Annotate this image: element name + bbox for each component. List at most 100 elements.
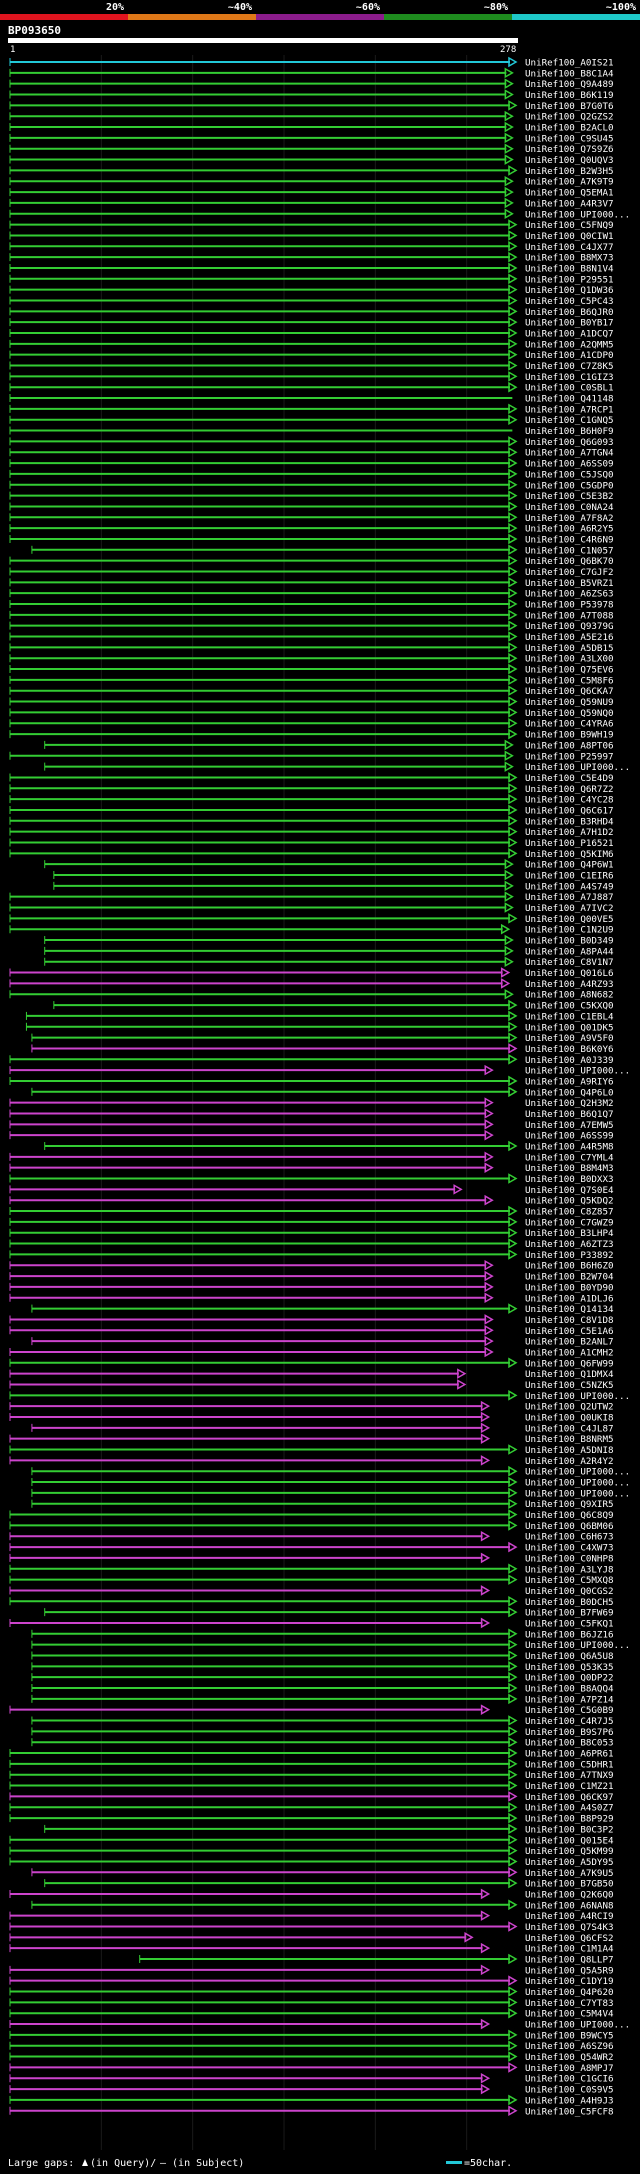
hit-id[interactable]: UniRef100_C0NHP8: [525, 1553, 614, 1564]
hit-id[interactable]: UniRef100_Q6G093: [525, 437, 614, 448]
alignment-row[interactable]: UniRef100_Q6BM06: [9, 1520, 614, 1532]
alignment-row[interactable]: UniRef100_Q6C617: [9, 804, 614, 816]
alignment-row[interactable]: UniRef100_A7K9T9: [9, 175, 614, 188]
hit-id[interactable]: UniRef100_Q0UKI8: [525, 1413, 614, 1424]
alignment-row[interactable]: UniRef100_B9WH19: [9, 728, 614, 741]
alignment-row[interactable]: UniRef100_C5M8F6: [9, 674, 614, 686]
hit-id[interactable]: UniRef100_A1CDP0: [525, 350, 614, 361]
alignment-row[interactable]: UniRef100_B9S7P6: [31, 1726, 614, 1738]
hit-id[interactable]: UniRef100_Q015E4: [525, 1835, 614, 1846]
hit-id[interactable]: UniRef100_A4R3V7: [525, 198, 614, 209]
hit-id[interactable]: UniRef100_B0YB17: [525, 318, 614, 329]
hit-id[interactable]: UniRef100_B6Q1Q7: [525, 1109, 614, 1120]
alignment-row[interactable]: UniRef100_A4RCI9: [9, 1910, 614, 1922]
alignment-row[interactable]: UniRef100_C1M1A4: [9, 1942, 614, 1955]
hit-id[interactable]: UniRef100_P53978: [525, 600, 614, 611]
hit-id[interactable]: UniRef100_Q2UTW2: [525, 1402, 614, 1413]
alignment-row[interactable]: UniRef100_A6PR61: [9, 1747, 614, 1760]
alignment-row[interactable]: UniRef100_B6Q1Q7: [9, 1108, 614, 1120]
hit-id[interactable]: UniRef100_Q59NU9: [525, 697, 614, 708]
alignment-row[interactable]: UniRef100_A7K9U5: [31, 1866, 614, 1879]
alignment-row[interactable]: UniRef100_Q5KIM6: [9, 848, 614, 860]
hit-id[interactable]: UniRef100_C7Z8K5: [525, 361, 614, 372]
hit-id[interactable]: UniRef100_B2ACL0: [525, 123, 614, 134]
alignment-row[interactable]: UniRef100_B5VRZ1: [9, 577, 614, 589]
alignment-row[interactable]: UniRef100_A7TGN4: [9, 446, 614, 459]
alignment-row[interactable]: UniRef100_A4S0Z7: [9, 1801, 614, 1814]
hit-id[interactable]: UniRef100_Q5EMA1: [525, 188, 614, 199]
alignment-row[interactable]: UniRef100_Q4P6L0: [31, 1086, 614, 1098]
alignment-row[interactable]: UniRef100_UPI000...: [31, 1476, 630, 1489]
alignment-row[interactable]: UniRef100_A1CDP0: [9, 349, 614, 361]
alignment-row[interactable]: UniRef100_B8NRM5: [9, 1433, 614, 1445]
alignment-row[interactable]: UniRef100_Q7S9Z6: [9, 143, 614, 155]
alignment-row[interactable]: UniRef100_Q5A5R9: [9, 1964, 614, 1976]
alignment-row[interactable]: UniRef100_A5DB15: [9, 642, 614, 654]
hit-id[interactable]: UniRef100_C5G0B9: [525, 1705, 614, 1716]
alignment-row[interactable]: UniRef100_B8M4M3: [9, 1162, 614, 1174]
hit-id[interactable]: UniRef100_A8PA44: [525, 946, 614, 957]
hit-id[interactable]: UniRef100_A6R2Y5: [525, 524, 614, 535]
alignment-row[interactable]: UniRef100_A4S749: [53, 880, 614, 892]
alignment-row[interactable]: UniRef100_Q54WR2: [9, 2051, 614, 2063]
hit-id[interactable]: UniRef100_Q01DK5: [525, 1022, 614, 1033]
hit-id[interactable]: UniRef100_Q6A5U8: [525, 1651, 614, 1662]
alignment-row[interactable]: UniRef100_C8V1N7: [44, 956, 614, 968]
alignment-row[interactable]: UniRef100_P29551: [9, 273, 614, 285]
alignment-row[interactable]: UniRef100_B6QJR0: [9, 306, 614, 318]
hit-id[interactable]: UniRef100_C4JL87: [525, 1423, 614, 1434]
hit-id[interactable]: UniRef100_A4RCI9: [525, 1911, 614, 1922]
hit-id[interactable]: UniRef100_A7J887: [525, 892, 614, 903]
hit-id[interactable]: UniRef100_A1DCQ7: [525, 329, 614, 340]
alignment-row[interactable]: UniRef100_A6R2Y5: [9, 522, 614, 535]
hit-id[interactable]: UniRef100_B8AQQ4: [525, 1684, 614, 1695]
hit-id[interactable]: UniRef100_C5M8F6: [525, 675, 614, 686]
alignment-row[interactable]: UniRef100_Q8LLP7: [139, 1953, 614, 1966]
alignment-row[interactable]: UniRef100_Q6G093: [9, 436, 614, 448]
alignment-row[interactable]: UniRef100_A8MPJ7: [9, 2062, 614, 2074]
hit-id[interactable]: UniRef100_A6ZS63: [525, 589, 614, 600]
hit-id[interactable]: UniRef100_C5E4D9: [525, 773, 614, 784]
alignment-row[interactable]: UniRef100_C4YC28: [9, 793, 614, 806]
alignment-row[interactable]: UniRef100_A7TNX9: [9, 1769, 614, 1781]
hit-id[interactable]: UniRef100_B0C3P2: [525, 1824, 614, 1835]
hit-id[interactable]: UniRef100_A5DY95: [525, 1857, 614, 1868]
alignment-row[interactable]: UniRef100_A6SZ96: [9, 2040, 614, 2052]
hit-id[interactable]: UniRef100_A9RIY6: [525, 1076, 614, 1087]
alignment-row[interactable]: UniRef100_B8N1V4: [9, 262, 614, 274]
hit-id[interactable]: UniRef100_B6JZ16: [525, 1629, 614, 1640]
alignment-row[interactable]: UniRef100_Q5EMA1: [9, 186, 614, 199]
hit-id[interactable]: UniRef100_C5GDP0: [525, 480, 614, 491]
alignment-row[interactable]: UniRef100_Q9379G: [9, 620, 614, 632]
hit-id[interactable]: UniRef100_A0IS21: [525, 58, 614, 69]
hit-id[interactable]: UniRef100_B9WH19: [525, 730, 614, 741]
hit-id[interactable]: UniRef100_A7F8A2: [525, 513, 614, 524]
alignment-row[interactable]: UniRef100_A4R3V7: [9, 197, 614, 209]
hit-id[interactable]: UniRef100_B0DCH5: [525, 1597, 614, 1608]
hit-id[interactable]: UniRef100_C5M4V4: [525, 2009, 614, 2020]
hit-id[interactable]: UniRef100_B2ANL7: [525, 1337, 614, 1348]
hit-id[interactable]: UniRef100_B2W704: [525, 1272, 614, 1283]
alignment-row[interactable]: UniRef100_C5E3B2: [9, 490, 614, 502]
hit-id[interactable]: UniRef100_B5VRZ1: [525, 578, 614, 589]
hit-id[interactable]: UniRef100_B6H0F9: [525, 426, 614, 437]
alignment-row[interactable]: UniRef100_Q0CIW1: [9, 230, 614, 242]
hit-id[interactable]: UniRef100_C0SBL1: [525, 383, 614, 394]
alignment-row[interactable]: UniRef100_A6ZS63: [9, 587, 614, 600]
alignment-row[interactable]: UniRef100_C0NA24: [9, 501, 614, 513]
alignment-row[interactable]: UniRef100_A3LYJ8: [9, 1563, 614, 1575]
hit-id[interactable]: UniRef100_B9S7P6: [525, 1727, 614, 1738]
alignment-row[interactable]: UniRef100_A9V5F0: [31, 1032, 614, 1044]
alignment-row[interactable]: UniRef100_B8C053: [31, 1736, 614, 1749]
hit-id[interactable]: UniRef100_C1DY19: [525, 1976, 614, 1987]
alignment-row[interactable]: UniRef100_B6JZ16: [31, 1628, 614, 1640]
hit-id[interactable]: UniRef100_C4R7J5: [525, 1716, 614, 1727]
hit-id[interactable]: UniRef100_B6QJR0: [525, 307, 614, 318]
alignment-row[interactable]: UniRef100_C1GIZ3: [9, 371, 614, 383]
alignment-row[interactable]: UniRef100_C5FNQ9: [9, 219, 614, 231]
hit-id[interactable]: UniRef100_Q14134: [525, 1304, 614, 1315]
alignment-row[interactable]: UniRef100_A5DNI8: [9, 1444, 614, 1456]
alignment-row[interactable]: UniRef100_C1GNQ5: [9, 414, 614, 426]
alignment-row[interactable]: UniRef100_A6ZTZ3: [9, 1238, 614, 1250]
alignment-row[interactable]: UniRef100_A4R5M8: [44, 1140, 614, 1153]
